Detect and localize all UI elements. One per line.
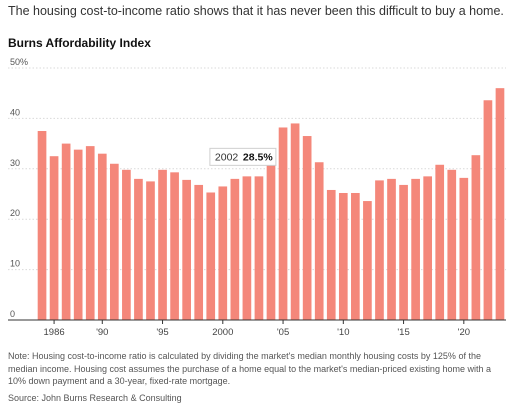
bar (73, 149, 83, 320)
source-line: Source: John Burns Research & Consulting (8, 393, 182, 403)
bar (290, 123, 300, 320)
bar (363, 201, 372, 320)
y-tick-label: 10 (10, 259, 20, 269)
bar (109, 163, 119, 320)
tooltip-box (209, 147, 277, 166)
x-tick-label: '10 (337, 327, 349, 338)
bar (206, 192, 216, 320)
x-tick-label: '20 (458, 327, 470, 338)
bars (37, 88, 505, 320)
bar (61, 143, 71, 320)
bar (338, 192, 348, 320)
bar (459, 177, 469, 320)
x-tick-label: '15 (397, 327, 409, 338)
tooltip-value: 28.5% (243, 151, 273, 163)
bar (375, 180, 384, 320)
bar (242, 176, 252, 320)
x-tick-label: '90 (96, 327, 108, 338)
bar (218, 186, 228, 320)
bar (495, 88, 505, 320)
bar (278, 127, 288, 320)
bar (49, 156, 59, 320)
x-tick-label: '05 (277, 327, 289, 338)
bar (411, 178, 420, 320)
bar (399, 184, 408, 320)
y-tick-label: 40 (10, 107, 20, 117)
bar (134, 178, 143, 320)
bar (37, 131, 47, 320)
tooltip-year: 2002 (215, 151, 239, 163)
bar (471, 155, 481, 320)
bar (85, 146, 95, 320)
bar (447, 169, 457, 320)
chart-title: Burns Affordability Index (8, 36, 151, 50)
y-tick-label: 20 (10, 208, 20, 218)
y-axis: 0 10 20 30 40 50% (10, 57, 28, 319)
bar (435, 164, 445, 320)
footnote: Note: Housing cost-to-income ratio is ca… (8, 351, 491, 386)
bar (302, 136, 312, 320)
bar (97, 153, 107, 320)
x-axis: 1986 '90 '95 2000 '05 '10 '15 '20 (8, 319, 506, 338)
bar (170, 172, 179, 320)
bar (423, 176, 433, 320)
bar (326, 189, 336, 320)
bar (483, 100, 493, 320)
y-tick-label: 50% (10, 57, 28, 67)
bar (351, 192, 360, 320)
bar (314, 162, 324, 320)
x-tick-label: '95 (156, 327, 168, 338)
bar (387, 178, 396, 320)
bar (122, 169, 131, 320)
bar (146, 181, 155, 320)
headline: The housing cost-to-income ratio shows t… (8, 4, 504, 18)
bar (158, 169, 167, 320)
bar (230, 178, 240, 320)
tooltip: 2002 28.5% (209, 147, 277, 166)
bar (266, 158, 276, 320)
bar (194, 184, 204, 320)
x-tick-label: 2000 (212, 327, 233, 338)
y-tick-label: 30 (10, 158, 20, 168)
bar (182, 179, 191, 320)
y-tick-label: 0 (10, 309, 15, 319)
x-tick-label: 1986 (44, 327, 65, 338)
bar (254, 176, 264, 320)
